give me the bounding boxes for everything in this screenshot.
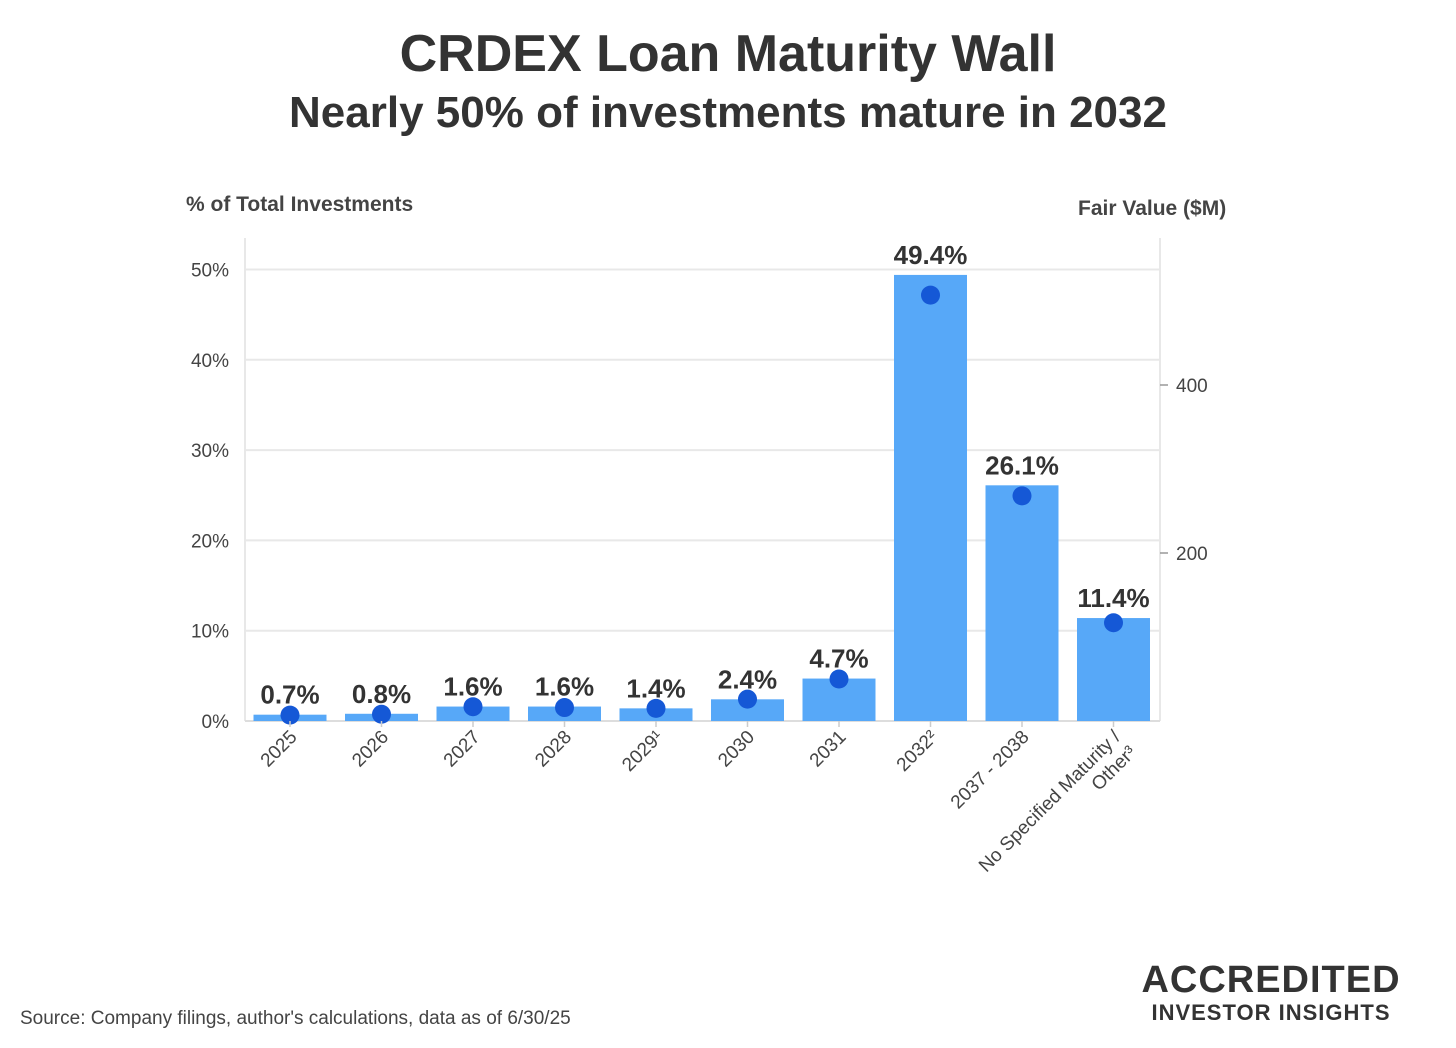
y-tick-label: 10% bbox=[191, 622, 229, 643]
bar-data-label: 0.7% bbox=[260, 680, 319, 710]
fair-value-point bbox=[280, 705, 300, 725]
x-tick-label: 2030 bbox=[714, 727, 759, 772]
x-tick-label: 2031 bbox=[806, 727, 851, 772]
bar-data-label: 11.4% bbox=[1077, 583, 1149, 613]
x-tick-label: 2028 bbox=[531, 727, 576, 772]
y-tick-label: 40% bbox=[191, 351, 229, 372]
y-tick-label: 20% bbox=[191, 531, 229, 552]
bar bbox=[711, 699, 784, 721]
source-note: Source: Company filings, author's calcul… bbox=[20, 1008, 571, 1029]
fair-value-point bbox=[738, 689, 757, 709]
x-tick-label: 2029¹ bbox=[618, 727, 667, 776]
bar-data-label: 2.4% bbox=[718, 664, 777, 694]
right-axis-title: Fair Value ($M) bbox=[1078, 197, 1227, 220]
chart-title: CRDEX Loan Maturity Wall bbox=[399, 25, 1057, 83]
bar-data-label: 1.6% bbox=[535, 672, 594, 702]
fair-value-point bbox=[646, 698, 666, 718]
fair-value-point bbox=[1012, 486, 1032, 506]
bar bbox=[894, 274, 967, 721]
bar-data-label: 1.4% bbox=[626, 673, 685, 703]
bar bbox=[985, 485, 1059, 721]
logo-line-1: ACCREDITED bbox=[1141, 959, 1401, 1001]
bar-data-label: 49.4% bbox=[894, 240, 968, 270]
bar bbox=[1077, 618, 1150, 721]
x-tick-label: 2027 bbox=[440, 727, 485, 772]
fair-value-point bbox=[1104, 613, 1123, 633]
fair-value-point bbox=[372, 704, 391, 724]
fair-value-point bbox=[829, 669, 849, 689]
fair-value-point bbox=[463, 697, 483, 717]
bar-data-label: 1.6% bbox=[443, 672, 502, 702]
x-tick-label: 2037 - 2038 bbox=[947, 727, 1034, 814]
fair-value-point bbox=[555, 698, 574, 718]
fair-value-point bbox=[921, 285, 940, 305]
y2-tick-label: 400 bbox=[1176, 376, 1208, 397]
y2-tick-label: 200 bbox=[1176, 544, 1208, 565]
chart-subtitle: Nearly 50% of investments mature in 2032 bbox=[289, 88, 1167, 137]
bar-data-label: 0.8% bbox=[352, 679, 411, 709]
bar-data-label: 4.7% bbox=[809, 644, 868, 674]
y-tick-label: 50% bbox=[191, 261, 229, 282]
x-tick-label: 2025 bbox=[257, 727, 302, 772]
x-tick-label: 2032² bbox=[893, 727, 942, 776]
brand-logo: ACCREDITED INVESTOR INSIGHTS bbox=[1126, 960, 1416, 1026]
x-tick-label: 2026 bbox=[348, 727, 393, 772]
y-tick-label: 0% bbox=[202, 712, 230, 733]
y-tick-label: 30% bbox=[191, 441, 229, 462]
logo-line-2: INVESTOR INSIGHTS bbox=[1151, 1000, 1391, 1025]
left-axis-title: % of Total Investments bbox=[186, 193, 414, 216]
bar-data-label: 26.1% bbox=[985, 450, 1059, 480]
